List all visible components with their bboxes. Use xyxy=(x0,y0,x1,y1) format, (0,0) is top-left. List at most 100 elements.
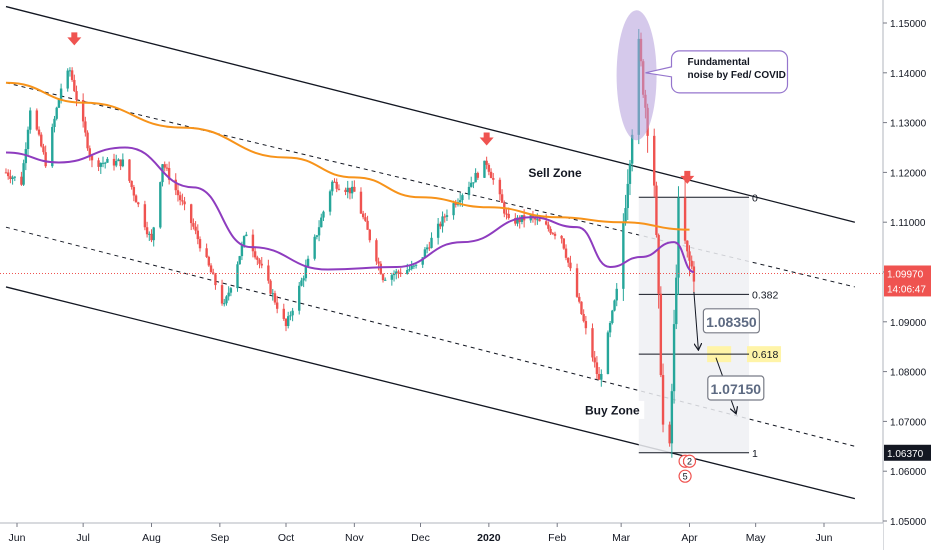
candle[interactable] xyxy=(567,257,570,267)
candle[interactable] xyxy=(196,224,200,245)
candle[interactable] xyxy=(384,277,387,281)
candle[interactable] xyxy=(143,200,147,231)
highlight-ellipse[interactable] xyxy=(616,10,657,141)
candle[interactable] xyxy=(408,266,411,272)
candle[interactable] xyxy=(174,173,177,196)
candle[interactable] xyxy=(615,283,618,307)
candle[interactable] xyxy=(492,172,495,185)
candle[interactable] xyxy=(55,106,58,121)
candle[interactable] xyxy=(198,236,202,252)
candle[interactable] xyxy=(335,178,338,193)
candle[interactable] xyxy=(165,163,169,172)
candle[interactable] xyxy=(101,156,105,168)
candle[interactable] xyxy=(214,272,217,290)
candle[interactable] xyxy=(551,231,554,235)
candle[interactable] xyxy=(452,200,455,220)
candle[interactable] xyxy=(68,67,72,77)
candle[interactable] xyxy=(608,320,612,338)
candle[interactable] xyxy=(300,277,303,287)
candle[interactable] xyxy=(84,116,87,137)
candle[interactable] xyxy=(412,264,416,270)
event-badge-icon[interactable] xyxy=(678,469,692,483)
candle[interactable] xyxy=(626,169,629,221)
candle[interactable] xyxy=(26,126,30,156)
candle[interactable] xyxy=(348,187,352,200)
candle[interactable] xyxy=(134,194,138,203)
candle[interactable] xyxy=(229,286,233,297)
candle[interactable] xyxy=(653,128,656,198)
candle[interactable] xyxy=(395,268,398,280)
candle[interactable] xyxy=(167,161,171,185)
candle[interactable] xyxy=(443,213,446,223)
candle[interactable] xyxy=(569,255,572,272)
candle[interactable] xyxy=(613,299,616,312)
candle[interactable] xyxy=(470,176,473,188)
target-box-2[interactable] xyxy=(707,375,765,401)
candle[interactable] xyxy=(560,235,563,244)
candle[interactable] xyxy=(361,210,365,220)
candle[interactable] xyxy=(692,261,696,294)
candle[interactable] xyxy=(368,228,371,243)
candle[interactable] xyxy=(161,163,164,187)
candle[interactable] xyxy=(256,255,259,266)
candle[interactable] xyxy=(20,171,23,186)
candle[interactable] xyxy=(597,367,601,380)
candle[interactable] xyxy=(593,350,596,368)
candle[interactable] xyxy=(430,232,433,249)
candle[interactable] xyxy=(474,168,477,183)
candle[interactable] xyxy=(582,309,585,323)
candle[interactable] xyxy=(683,180,687,244)
candle[interactable] xyxy=(44,145,47,168)
candle[interactable] xyxy=(194,221,197,235)
candle[interactable] xyxy=(70,67,74,82)
candle[interactable] xyxy=(220,279,224,306)
moving-average-purple[interactable] xyxy=(5,146,695,273)
candle[interactable] xyxy=(562,238,566,250)
candle[interactable] xyxy=(178,191,182,206)
candle[interactable] xyxy=(397,269,400,279)
candle[interactable] xyxy=(97,157,100,172)
candle[interactable] xyxy=(320,213,323,228)
moving-average-orange[interactable] xyxy=(5,81,690,231)
candle[interactable] xyxy=(675,264,678,330)
candle[interactable] xyxy=(350,180,354,199)
candle[interactable] xyxy=(315,234,319,240)
candle[interactable] xyxy=(476,171,480,180)
candle[interactable] xyxy=(119,159,122,171)
candle[interactable] xyxy=(88,145,91,161)
candle[interactable] xyxy=(22,159,25,186)
candle[interactable] xyxy=(547,221,550,232)
candle[interactable] xyxy=(344,187,347,196)
candle[interactable] xyxy=(121,153,125,168)
candle[interactable] xyxy=(628,159,632,196)
candle[interactable] xyxy=(428,241,431,251)
candle[interactable] xyxy=(414,264,418,269)
candle[interactable] xyxy=(181,193,184,206)
candle[interactable] xyxy=(485,156,488,170)
candle[interactable] xyxy=(271,289,274,301)
candle[interactable] xyxy=(516,215,519,227)
candle[interactable] xyxy=(306,255,310,267)
candle[interactable] xyxy=(282,303,285,321)
candle[interactable] xyxy=(487,163,491,176)
candle[interactable] xyxy=(672,309,676,404)
candle[interactable] xyxy=(549,226,552,235)
candle[interactable] xyxy=(686,240,689,258)
candle[interactable] xyxy=(42,143,45,155)
candle[interactable] xyxy=(467,181,471,200)
candle[interactable] xyxy=(364,212,367,222)
candle[interactable] xyxy=(227,286,230,301)
candle[interactable] xyxy=(205,243,208,259)
candle[interactable] xyxy=(624,194,627,226)
candle[interactable] xyxy=(106,156,109,163)
channel-line-4[interactable] xyxy=(5,286,856,500)
candle[interactable] xyxy=(584,315,588,335)
channel-line-2[interactable] xyxy=(5,82,855,288)
candle[interactable] xyxy=(81,93,85,128)
candle[interactable] xyxy=(73,74,76,93)
candle[interactable] xyxy=(670,383,674,458)
candle[interactable] xyxy=(150,229,153,243)
candle[interactable] xyxy=(331,180,334,196)
candle[interactable] xyxy=(99,162,102,174)
